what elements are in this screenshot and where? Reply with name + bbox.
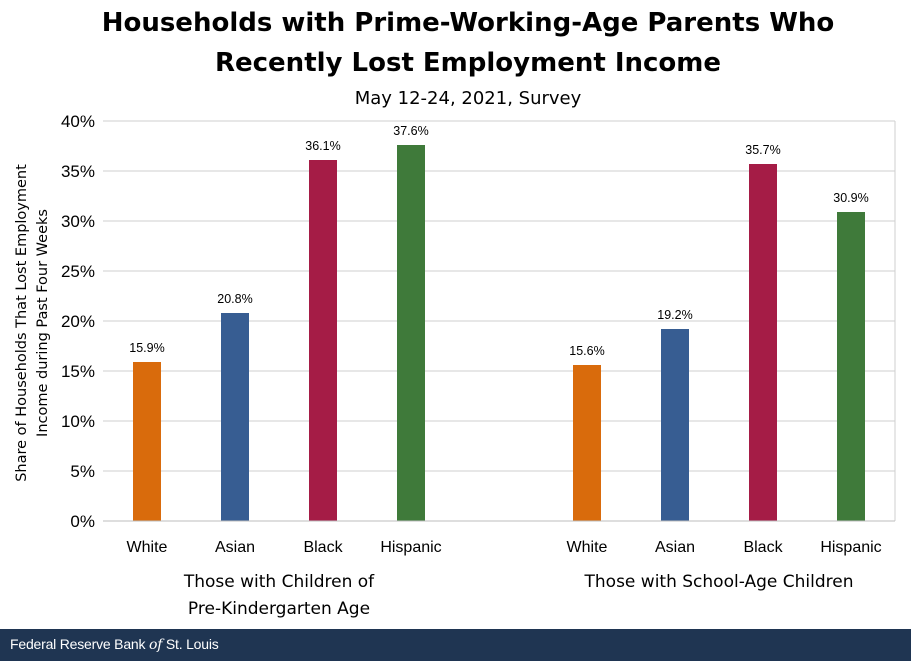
source-credit: Federal Reserve Bank of St. Louis: [10, 636, 219, 653]
category-label: Asian: [215, 539, 255, 556]
chart-title-line1: Households with Prime-Working-Age Parent…: [102, 8, 835, 38]
bar-hispanic: [397, 145, 425, 521]
bar-black: [749, 164, 777, 521]
data-label: 20.8%: [217, 292, 252, 306]
bar-asian: [221, 313, 249, 521]
bar-white: [573, 365, 601, 521]
bars: 15.9% White 20.8% Asian 36.1% Black 37.6% Hispa…: [127, 124, 882, 556]
bar-white: [133, 362, 161, 521]
data-label: 30.9%: [833, 191, 868, 205]
y-axis-label-line2: Income during Past Four Weeks: [35, 209, 51, 437]
y-tick-label: 20%: [61, 312, 95, 331]
group-label: Those with School-Age Children: [584, 572, 854, 592]
y-tick-label: 40%: [61, 112, 95, 131]
y-tick-label: 35%: [61, 162, 95, 181]
y-tick-label: 5%: [70, 462, 95, 481]
y-tick-label: 25%: [61, 262, 95, 281]
group-label: Those with Children of: [183, 572, 375, 592]
y-tick-label: 30%: [61, 212, 95, 231]
category-label: Asian: [655, 539, 695, 556]
y-tick-label: 15%: [61, 362, 95, 381]
chart: Households with Prime-Working-Age Parent…: [14, 8, 896, 619]
data-label: 15.9%: [129, 341, 164, 355]
y-axis-label-line1: Share of Households That Lost Employment: [14, 164, 30, 482]
bar-black: [309, 160, 337, 521]
y-tick-label: 10%: [61, 412, 95, 431]
category-label: Hispanic: [380, 539, 441, 556]
category-label: White: [127, 539, 168, 556]
data-label: 37.6%: [393, 124, 428, 138]
chart-title-line2: Recently Lost Employment Income: [215, 48, 721, 78]
category-label: Black: [303, 539, 343, 556]
footer-bar: Federal Reserve Bank of St. Louis: [0, 629, 911, 661]
y-axis-ticks: 0% 5% 10% 15% 20% 25% 30% 35% 40%: [61, 112, 95, 531]
data-label: 19.2%: [657, 308, 692, 322]
bar-hispanic: [837, 212, 865, 521]
category-label: White: [567, 539, 608, 556]
category-label: Black: [743, 539, 783, 556]
data-label: 15.6%: [569, 344, 604, 358]
bar-asian: [661, 329, 689, 521]
y-tick-label: 0%: [70, 512, 95, 531]
category-label: Hispanic: [820, 539, 881, 556]
data-label: 36.1%: [305, 139, 340, 153]
group-labels: Those with Children of Pre-Kindergarten A…: [183, 572, 854, 619]
group-label-line2: Pre-Kindergarten Age: [188, 599, 370, 619]
data-label: 35.7%: [745, 143, 780, 157]
chart-subtitle: May 12-24, 2021, Survey: [355, 88, 582, 109]
